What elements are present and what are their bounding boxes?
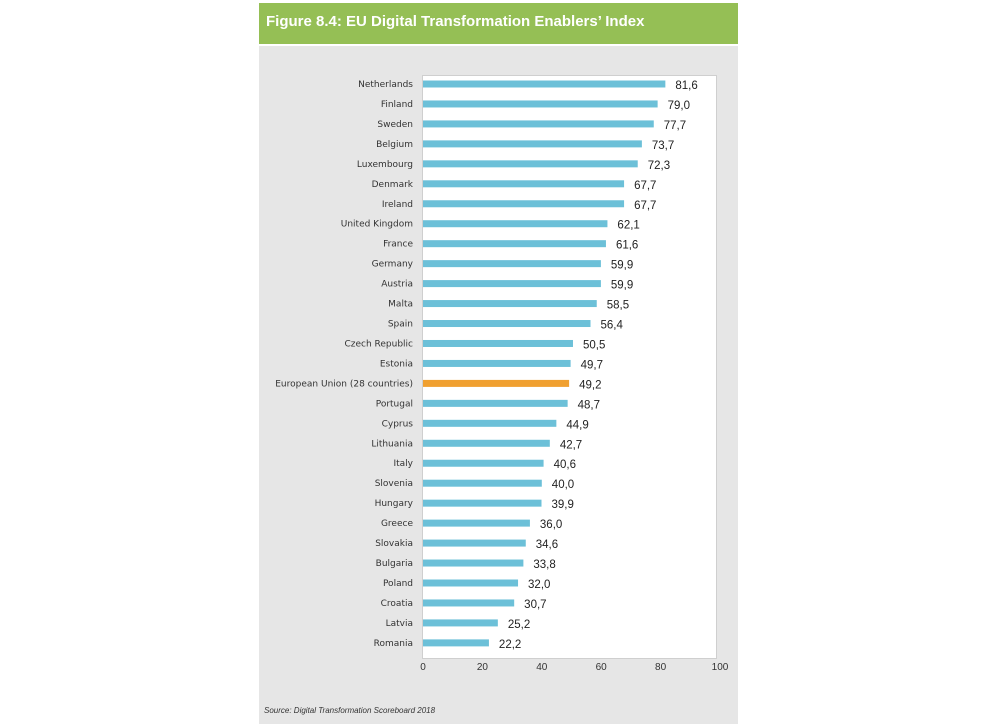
value-label: 77,7	[664, 120, 686, 132]
x-tick-label: 20	[477, 662, 489, 673]
category-label: Italy	[393, 459, 413, 469]
category-label: Ireland	[382, 200, 413, 210]
bar	[423, 120, 654, 128]
bar	[423, 300, 597, 308]
value-label: 25,2	[508, 619, 530, 631]
bar	[423, 579, 519, 587]
value-label: 72,3	[648, 160, 670, 172]
value-label: 40,6	[554, 459, 576, 471]
value-label: 67,7	[634, 180, 656, 192]
category-label: Greece	[381, 519, 413, 529]
bar	[423, 419, 557, 427]
value-label: 56,4	[601, 320, 624, 332]
bar	[423, 200, 625, 208]
category-label: Lithuania	[371, 439, 413, 449]
bar-chart: Netherlands 81,6 Finland 79,0 Sweden 77,7 Belg…	[275, 80, 729, 673]
value-label: 36,0	[540, 519, 562, 531]
value-label: 81,6	[675, 80, 697, 92]
bar	[423, 399, 568, 407]
category-label: Slovakia	[375, 539, 413, 549]
value-label: 67,7	[634, 200, 656, 212]
value-label: 59,9	[611, 280, 633, 292]
value-label: 34,6	[536, 539, 558, 551]
value-label: 44,9	[566, 419, 588, 431]
x-tick-label: 60	[596, 662, 608, 673]
figure-source: Source: Digital Transformation Scoreboar…	[264, 706, 436, 715]
category-label: Slovenia	[375, 479, 413, 489]
bar	[423, 80, 666, 88]
category-label: Netherlands	[358, 80, 413, 90]
bar	[423, 519, 530, 527]
value-label: 59,9	[611, 260, 633, 272]
value-label: 62,1	[617, 220, 639, 232]
value-label: 61,6	[616, 240, 638, 252]
bar	[423, 220, 608, 228]
value-label: 49,7	[581, 359, 603, 371]
x-tick-label: 100	[712, 662, 729, 673]
value-label: 39,9	[552, 499, 574, 511]
category-label: Denmark	[372, 180, 414, 190]
bar	[423, 140, 642, 148]
bar	[423, 320, 591, 328]
value-label: 32,0	[528, 579, 550, 591]
bar-highlight	[423, 379, 570, 387]
value-label: 40,0	[552, 479, 574, 491]
category-label: Austria	[381, 280, 413, 290]
bar	[423, 479, 542, 487]
figure-panel: Figure 8.4: EU Digital Transformation En…	[259, 3, 738, 724]
x-tick-label: 0	[420, 662, 426, 673]
bar	[423, 339, 573, 347]
bar	[423, 499, 542, 507]
value-label: 79,0	[668, 100, 690, 112]
bar	[423, 100, 658, 108]
value-label: 42,7	[560, 439, 582, 451]
bar	[423, 160, 638, 168]
bar	[423, 280, 601, 288]
bar	[423, 459, 544, 467]
category-label: Romania	[374, 639, 413, 649]
value-label: 58,5	[607, 300, 629, 312]
bar	[423, 359, 571, 367]
value-label: 49,2	[579, 379, 601, 391]
bar	[423, 180, 625, 188]
category-label: Malta	[388, 300, 413, 310]
category-label: Bulgaria	[376, 559, 413, 569]
value-label: 30,7	[524, 599, 546, 611]
bar	[423, 639, 489, 647]
x-tick-label: 80	[655, 662, 667, 673]
value-label: 33,8	[533, 559, 555, 571]
category-label: France	[383, 240, 413, 250]
bar	[423, 599, 515, 607]
bar	[423, 260, 601, 268]
category-label: Czech Republic	[344, 339, 413, 349]
category-label: European Union (28 countries)	[275, 379, 413, 389]
category-label: United Kingdom	[341, 220, 413, 230]
category-label: Finland	[381, 100, 413, 110]
category-label: Germany	[372, 260, 414, 270]
value-label: 73,7	[652, 140, 674, 152]
figure-header: Figure 8.4: EU Digital Transformation En…	[259, 3, 738, 46]
value-label: 48,7	[578, 399, 600, 411]
category-label: Sweden	[377, 120, 413, 130]
category-label: Latvia	[386, 619, 413, 629]
bar	[423, 439, 550, 447]
x-tick-label: 40	[536, 662, 548, 673]
figure-title: Figure 8.4: EU Digital Transformation En…	[266, 13, 645, 30]
value-label: 50,5	[583, 339, 605, 351]
category-label: Estonia	[380, 359, 413, 369]
category-label: Cyprus	[382, 419, 414, 429]
bar	[423, 559, 524, 567]
value-label: 22,2	[499, 639, 521, 651]
bar	[423, 619, 498, 627]
category-label: Portugal	[376, 399, 413, 409]
category-label: Hungary	[375, 499, 414, 509]
category-label: Belgium	[376, 140, 413, 150]
category-label: Croatia	[381, 599, 413, 609]
category-label: Poland	[383, 579, 413, 589]
bar	[423, 539, 526, 547]
category-label: Luxembourg	[357, 160, 413, 170]
category-label: Spain	[388, 320, 413, 330]
bar	[423, 240, 606, 248]
